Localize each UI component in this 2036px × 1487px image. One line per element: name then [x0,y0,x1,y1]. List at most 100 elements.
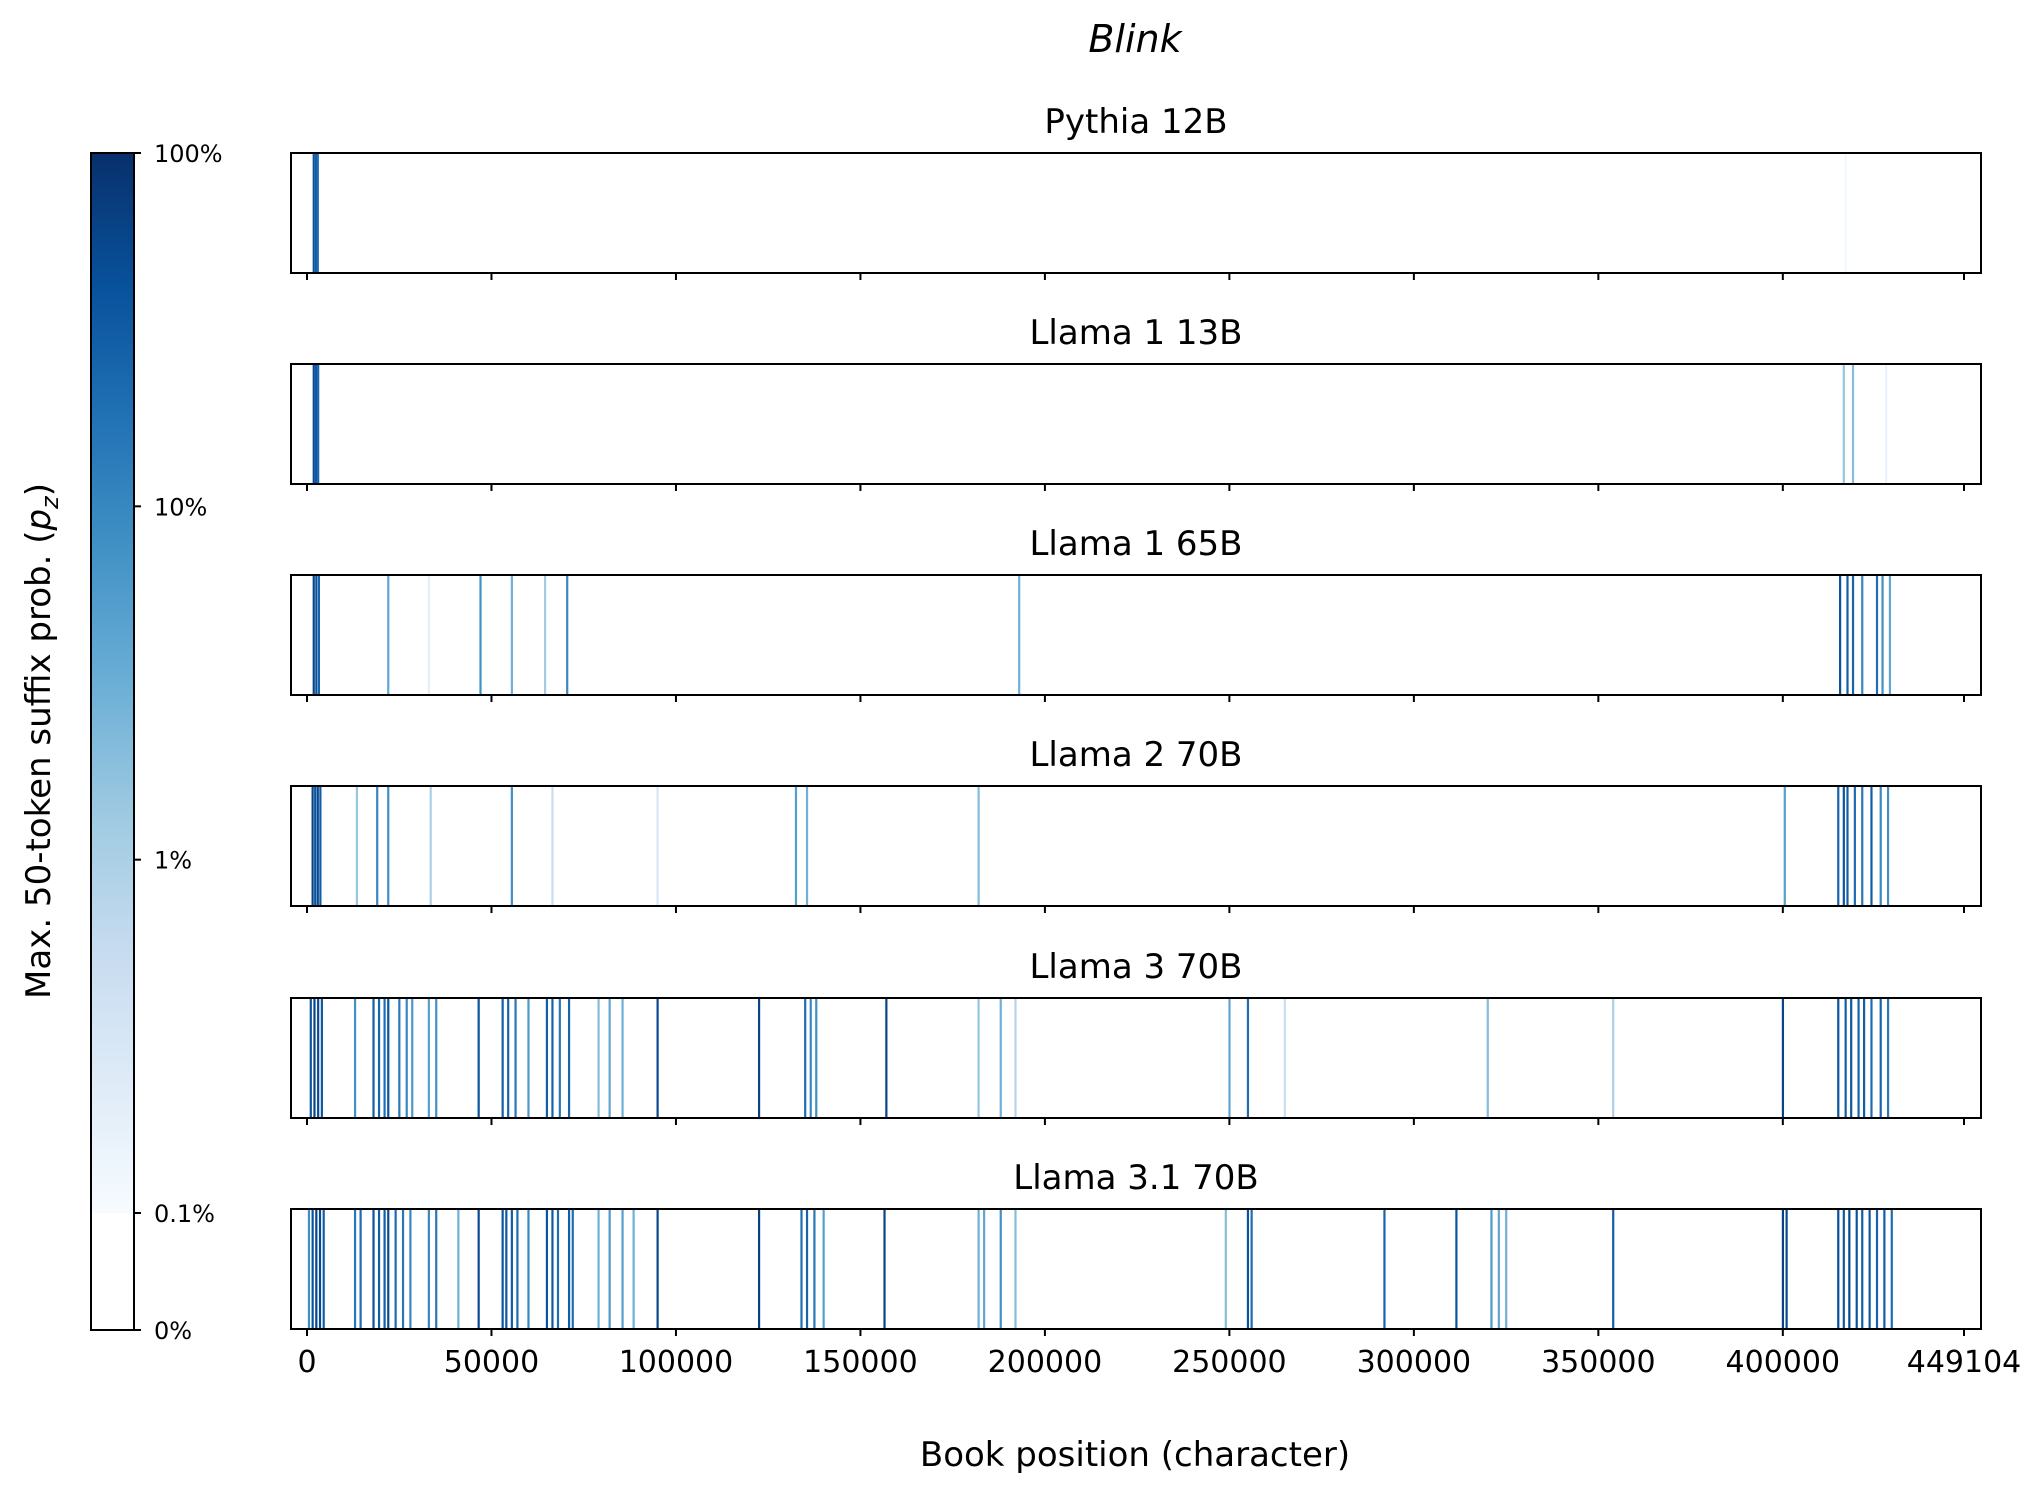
colorbar-tick-label: 0% [154,1317,192,1345]
panel-background [291,153,1981,273]
colorbar-frame [90,152,135,1331]
memorization-stripe [457,1209,460,1329]
memorization-stripe [1875,575,1879,695]
memorization-stripe [794,786,798,906]
memorization-stripe [1250,1209,1253,1329]
colorbar-low-segment [91,1213,134,1330]
memorization-stripe [883,1209,886,1329]
memorization-stripe [387,575,390,695]
colorbar-gradient [91,153,134,1213]
memorization-stripe [355,786,359,906]
memorization-stripe [383,1209,386,1329]
memorization-stripe [1848,1209,1851,1329]
memorization-stripe [977,998,980,1118]
memorization-stripe [312,153,315,273]
memorization-stripe [1875,1209,1879,1329]
colorbar-tick-label: 1% [154,847,192,875]
memorization-stripe [1224,1209,1227,1329]
panel-frame [290,152,1982,274]
memorization-stripe [372,998,375,1118]
x-tick-label: 250000 [1172,1345,1287,1380]
memorization-stripe [1283,998,1286,1118]
x-tick-label: 200000 [988,1345,1103,1380]
x-tick-label: 449104 [1907,1345,2022,1380]
memorization-stripe [317,364,320,484]
memorization-stripe [1837,1209,1840,1329]
memorization-stripe [815,998,818,1118]
memorization-stripe [977,1209,980,1329]
panel-title: Llama 2 70B [1029,735,1242,775]
memorization-stripe [813,1209,816,1329]
memorization-stripe [320,998,323,1118]
memorization-stripe [805,786,809,906]
panel: Llama 1 13B [290,313,1982,491]
memorization-stripe [312,364,315,484]
panel-frame [290,574,1982,696]
memorization-stripe [1846,786,1849,906]
memorization-stripe [318,1209,322,1329]
memorization-stripe [516,1209,519,1329]
memorization-stripe [319,786,322,906]
memorization-stripe [501,998,504,1118]
x-axis: 0 50000 100000 150000 200000 250000 300000 3500… [297,1345,2021,1380]
memorization-stripe [1870,998,1873,1118]
memorization-stripe [1014,1209,1017,1329]
memorization-stripe [822,1209,825,1329]
memorization-stripe [800,1209,803,1329]
panel-frame [290,1208,1982,1330]
colorbar: 0% 0.1% 1% 10% 100% Max. 50-token suffix pro… [19,140,223,1345]
memorization-stripe [510,786,513,906]
memorization-stripe [1879,786,1882,906]
memorization-stripe [409,1209,412,1329]
memorization-stripe [527,1209,530,1329]
memorization-stripe [1781,998,1785,1118]
panel-background [291,786,1981,906]
memorization-stripe [1853,786,1856,906]
memorization-stripe [1851,575,1855,695]
memorization-stripe [372,1209,375,1329]
memorization-stripe [656,786,659,906]
chart-title: Blink [1088,17,1183,61]
memorization-stripe [1870,786,1873,906]
memorization-stripe [353,998,357,1118]
memorization-stripe [311,1209,314,1329]
memorization-stripe [545,1209,549,1329]
memorization-stripe [377,998,381,1118]
panel-frame [290,997,1982,1119]
memorization-stripe [1018,575,1021,695]
memorization-stripe [435,1209,438,1329]
memorization-stripe [317,998,320,1118]
memorization-stripe [1861,575,1864,695]
panels: Pythia 12B Llama 1 13B Llama 1 65B Llama 2 … [290,102,1982,1336]
memorization-stripe [1455,1209,1458,1329]
memorization-stripe [1861,1209,1864,1329]
memorization-stripe [315,575,318,695]
memorization-stripe [1837,786,1840,906]
memorization-stripe [1868,1209,1871,1329]
memorization-stripe [1844,998,1847,1118]
memorization-stripe [804,998,807,1118]
memorization-stripe [1879,998,1882,1118]
memorization-stripe [1497,1209,1500,1329]
panel: Pythia 12B [290,102,1982,280]
memorization-stripe [999,998,1002,1118]
memorization-stripe [621,998,624,1118]
panel-title: Llama 3 70B [1029,947,1242,987]
memorization-stripe [510,1209,513,1329]
memorization-stripe [316,786,319,906]
memorization-stripe [805,1209,809,1329]
memorization-stripe [1781,1209,1785,1329]
memorization-stripe [757,998,761,1118]
memorization-stripe [1890,1209,1893,1329]
memorization-stripe [567,1209,571,1329]
panel: Llama 3 70B [290,947,1982,1125]
memorization-stripe [387,998,390,1118]
memorization-stripe [1505,1209,1508,1329]
memorization-stripe [551,998,554,1118]
memorization-stripe [545,998,549,1118]
memorization-stripe [608,1209,611,1329]
memorization-stripe [376,786,379,906]
memorization-stripe [477,998,480,1118]
memorization-stripe [387,786,390,906]
